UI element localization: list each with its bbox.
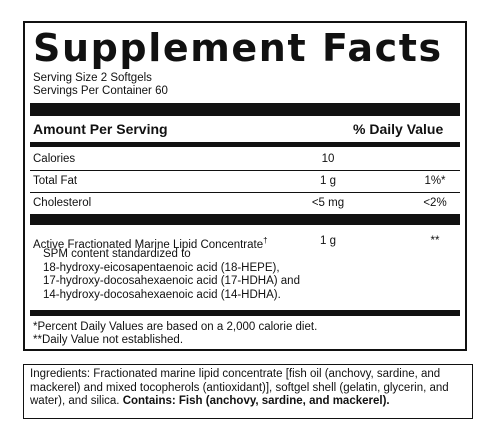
dagger-mark: † <box>263 236 268 245</box>
active-ingredient-dv: ** <box>430 235 440 247</box>
daily-value-header: % Daily Value <box>353 121 444 137</box>
spm-line: 14-hydroxy-docosahexaenoic acid (14-HDHA… <box>43 288 281 301</box>
divider-thick <box>30 214 460 225</box>
divider-medium <box>30 310 460 316</box>
row-cholesterol-name: Cholesterol <box>33 197 92 209</box>
active-ingredient-amount: 1 g <box>320 235 336 247</box>
footnote-not-established: **Daily Value not established. <box>33 334 184 346</box>
spm-line: 18-hydroxy-eicosapentaenoic acid (18-HEP… <box>43 261 280 274</box>
divider-thick <box>30 103 460 116</box>
row-total-fat-name: Total Fat <box>33 175 78 187</box>
servings-per-container: Servings Per Container 60 <box>33 85 168 97</box>
active-ingredient-name: Active Fractionated Marine Lipid Concent… <box>33 236 268 251</box>
row-total-fat-dv: 1%* <box>424 175 446 187</box>
ingredients-box: Ingredients: Fractionated marine lipid c… <box>23 364 473 419</box>
amount-per-serving-header: Amount Per Serving <box>33 121 168 137</box>
footnote-daily-values: *Percent Daily Values are based on a 2,0… <box>33 321 318 333</box>
allergen-statement: Contains: Fish (anchovy, sardine, and ma… <box>122 395 390 407</box>
row-cholesterol-amount: <5 mg <box>311 197 345 209</box>
row-cholesterol-dv: <2% <box>423 197 447 209</box>
spm-line: 17-hydroxy-docosahexaenoic acid (17-HDHA… <box>43 275 300 287</box>
spm-line: SPM content standardized to <box>43 248 191 260</box>
panel-title: Supplement Facts <box>33 26 443 70</box>
row-calories-name: Calories <box>33 153 76 165</box>
row-divider <box>30 170 460 171</box>
ingredients-label: Ingredients: <box>30 368 91 380</box>
row-calories-amount: 10 <box>321 153 335 165</box>
serving-size: Serving Size 2 Softgels <box>33 72 152 84</box>
supplement-facts-panel: Supplement Facts Serving Size 2 Softgels… <box>23 21 467 351</box>
row-divider <box>30 192 460 193</box>
row-total-fat-amount: 1 g <box>320 175 336 187</box>
divider-medium <box>30 142 460 147</box>
ingredients-text: Fractionated marine lipid concentrate [f… <box>30 368 449 407</box>
